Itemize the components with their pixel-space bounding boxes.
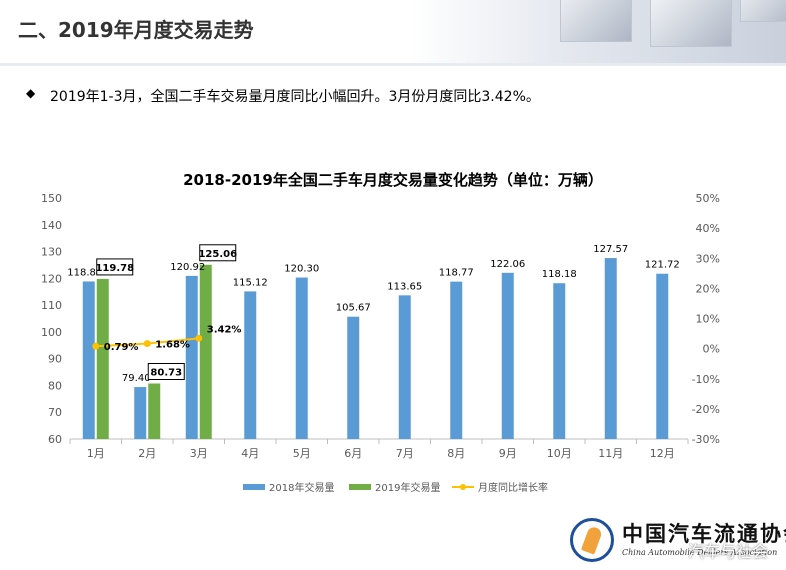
y-right-tick-label: 30%: [696, 252, 720, 265]
label-2018: 79.40: [122, 373, 151, 384]
logo-name-en: China Automobile Dealers Association: [622, 548, 778, 557]
growth-rate-point: [195, 334, 203, 342]
x-tick-label: 7月: [396, 447, 414, 460]
label-2018: 120.92: [170, 262, 205, 273]
bar-2018: [398, 295, 411, 439]
x-tick-label: 2月: [138, 447, 156, 460]
bar-2019: [96, 278, 109, 439]
header-banner: 二、2019年月度交易走势: [0, 0, 786, 63]
bar-2019: [148, 383, 161, 439]
x-tick-label: 8月: [447, 447, 465, 460]
x-tick-label: 3月: [190, 447, 208, 460]
bar-2018: [82, 281, 95, 439]
bullet-diamond-icon: ◆: [26, 86, 36, 100]
legend-swatch: [349, 484, 371, 490]
y-right-tick-label: 50%: [696, 192, 720, 205]
y-left-tick-label: 140: [41, 219, 62, 232]
x-tick-label: 4月: [241, 447, 259, 460]
decorative-cube: [650, 0, 732, 47]
x-tick-label: 11月: [598, 447, 623, 460]
y-left-tick-label: 120: [41, 272, 62, 285]
y-left-tick-label: 110: [41, 299, 62, 312]
bar-2018: [501, 272, 514, 439]
bar-2018: [604, 258, 617, 439]
y-left-tick-label: 150: [41, 192, 62, 205]
label-2018: 118.84: [67, 267, 102, 278]
y-right-tick-label: 40%: [696, 222, 720, 235]
label-2019-box: [96, 258, 134, 276]
legend-label: 2018年交易量: [269, 481, 334, 494]
x-tick-label: 6月: [344, 447, 362, 460]
bar-2018: [347, 316, 360, 439]
y-right-tick-label: 0%: [703, 343, 720, 356]
y-right-tick-label: 10%: [696, 313, 720, 326]
label-2019-box: [199, 244, 237, 262]
label-2019: 119.78: [95, 263, 134, 274]
bar-2019: [199, 264, 212, 439]
label-2018: 122.06: [490, 259, 525, 270]
label-2019: 80.73: [150, 367, 182, 378]
y-left-tick-label: 130: [41, 246, 62, 259]
bar-2018: [295, 277, 308, 439]
growth-rate-label: 1.68%: [155, 340, 190, 351]
bar-2018: [450, 281, 463, 439]
label-2018: 105.67: [336, 303, 371, 314]
bar-2018: [656, 273, 669, 439]
growth-rate-point: [143, 340, 151, 348]
growth-rate-label: 0.79%: [104, 342, 139, 353]
x-tick-label: 9月: [499, 447, 517, 460]
y-right-tick-label: -30%: [692, 433, 720, 446]
legend-label: 月度同比增长率: [478, 481, 548, 494]
label-2018: 118.77: [439, 268, 474, 279]
label-2018: 118.18: [542, 269, 577, 280]
bar-2018: [185, 275, 198, 439]
y-left-tick-label: 100: [41, 326, 62, 339]
label-2018: 121.72: [645, 260, 680, 271]
label-2018: 127.57: [593, 244, 628, 255]
y-left-tick-label: 60: [48, 433, 62, 446]
label-2018: 113.65: [387, 281, 422, 292]
x-tick-label: 5月: [293, 447, 311, 460]
association-logo: 中国汽车流通协会 China Automobile Dealers Associ…: [570, 516, 786, 566]
watermark-text: 汽车与社会: [688, 542, 769, 561]
legend-swatch: [243, 484, 265, 490]
y-right-tick-label: 20%: [696, 282, 720, 295]
bar-2018: [553, 283, 566, 439]
header-divider: [0, 63, 786, 66]
cada-emblem-icon: [570, 518, 614, 562]
growth-rate-point: [92, 342, 100, 350]
label-2019: 125.06: [198, 249, 237, 260]
legend-label: 2019年交易量: [375, 481, 440, 494]
growth-rate-label: 3.42%: [207, 324, 242, 335]
label-2019-box: [147, 362, 185, 380]
page-title: 二、2019年月度交易走势: [18, 18, 254, 42]
bar-2018: [244, 291, 257, 439]
summary-text: 2019年1-3月，全国二手车交易量月度同比小幅回升。3月份月度同比3.42%。: [50, 89, 540, 105]
y-right-tick-label: -20%: [692, 403, 720, 416]
label-2018: 120.30: [284, 264, 319, 275]
x-tick-label: 12月: [650, 447, 675, 460]
bar-2018: [134, 387, 147, 439]
x-tick-label: 10月: [547, 447, 572, 460]
legend-swatch: [460, 484, 466, 490]
decorative-cube: [740, 0, 786, 22]
x-tick-label: 1月: [87, 447, 105, 460]
y-left-tick-label: 70: [48, 406, 62, 419]
y-right-tick-label: -10%: [692, 373, 720, 386]
chart-title: 2018-2019年全国二手车月度交易量变化趋势（单位：万辆）: [183, 171, 603, 189]
decorative-cube: [560, 0, 632, 42]
y-left-tick-label: 90: [48, 353, 62, 366]
y-left-tick-label: 80: [48, 379, 62, 392]
logo-name-cn: 中国汽车流通协会: [622, 521, 786, 546]
label-2018: 115.12: [233, 277, 268, 288]
